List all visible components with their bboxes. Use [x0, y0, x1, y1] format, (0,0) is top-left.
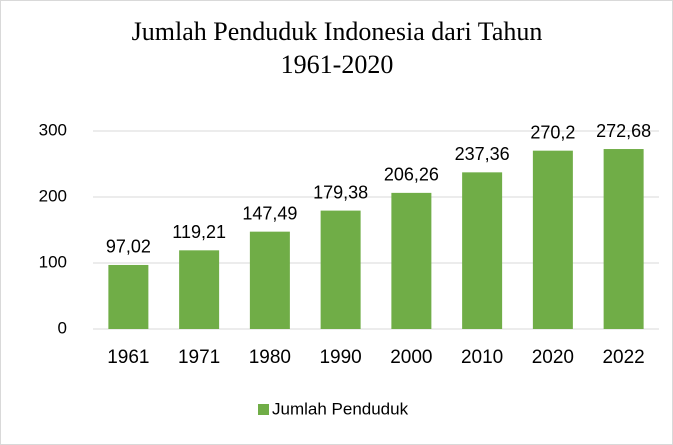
- data-label: 119,21: [172, 222, 226, 242]
- bar: [603, 149, 644, 329]
- y-tick-label: 100: [39, 252, 67, 271]
- x-tick-label: 1990: [319, 347, 361, 368]
- bar: [108, 264, 149, 329]
- x-tick-label: 1961: [107, 347, 149, 368]
- bar: [532, 150, 573, 329]
- data-label: 272,68: [596, 121, 651, 141]
- x-tick-label: 2010: [461, 347, 503, 368]
- legend-label: Jumlah Penduduk: [272, 399, 409, 418]
- y-tick-label: 300: [39, 120, 67, 139]
- data-label: 206,26: [384, 165, 439, 185]
- y-tick-label: 200: [39, 186, 67, 205]
- bar: [462, 172, 503, 329]
- chart-title: Jumlah Penduduk Indonesia dari Tahun 196…: [131, 17, 543, 79]
- x-tick-label: 2020: [532, 347, 574, 368]
- bar: [249, 231, 290, 329]
- data-label: 237,36: [455, 144, 510, 164]
- x-tick-label: 2000: [390, 347, 432, 368]
- x-tick-label: 2022: [602, 347, 644, 368]
- bar: [179, 250, 220, 329]
- data-label: 270,2: [530, 122, 575, 142]
- data-label: 147,49: [242, 203, 297, 223]
- x-tick-label: 1971: [178, 347, 220, 368]
- legend-swatch: [258, 404, 269, 415]
- data-label: 97,02: [106, 237, 151, 257]
- y-tick-label: 0: [58, 318, 67, 337]
- bar: [320, 210, 361, 329]
- bar: [391, 192, 432, 329]
- data-label: 179,38: [313, 182, 368, 202]
- x-tick-label: 1980: [249, 347, 291, 368]
